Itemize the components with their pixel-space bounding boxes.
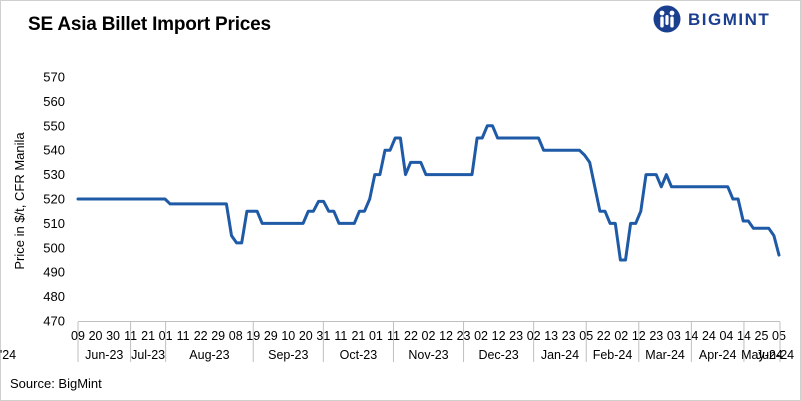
- bigmint-logo-icon: [653, 5, 681, 33]
- x-tick-label: 08: [229, 329, 243, 343]
- y-tick-label: 500: [43, 240, 65, 255]
- y-tick-label: 530: [43, 167, 65, 182]
- y-tick-label: 470: [43, 314, 65, 329]
- x-tick-label: 24: [702, 329, 716, 343]
- y-tick-label: 480: [43, 289, 65, 304]
- bigmint-logo: BIGMINT: [652, 4, 798, 34]
- y-tick-label: 550: [43, 118, 65, 133]
- x-tick-label: 11: [334, 329, 347, 343]
- x-tick-label: 12: [439, 329, 453, 343]
- series-line: [76, 124, 781, 262]
- x-tick-label: 12: [492, 329, 506, 343]
- x-month-label: Jan-24: [541, 348, 579, 362]
- x-tick-label: 01: [369, 329, 383, 343]
- x-tick-label: 02: [474, 329, 488, 343]
- x-month-label: Jul'24: [0, 348, 16, 362]
- x-month-label: May-24: [741, 348, 783, 362]
- x-month-label: Jun-24: [756, 348, 794, 362]
- x-month-label: Nov-23: [408, 348, 448, 362]
- x-month-label: Oct-23: [340, 348, 378, 362]
- y-axis-label: Price in $/t, CFR Manila: [12, 132, 27, 270]
- x-tick-label: 25: [755, 329, 769, 343]
- x-month-label: Feb-24: [593, 348, 633, 362]
- x-tick-label: 04: [719, 329, 733, 343]
- x-tick-label: 02: [614, 329, 628, 343]
- x-tick-label: 05: [772, 329, 786, 343]
- x-month-label: Sep-23: [268, 348, 308, 362]
- x-tick-label: 29: [211, 329, 225, 343]
- chart-title: SE Asia Billet Import Prices: [28, 14, 271, 35]
- x-month-label: Apr-24: [699, 348, 737, 362]
- x-axis-month-labels: Jun-23 Jul-23 Aug-23 Sep-23 Oct-23 Nov-23 Dec-…: [0, 348, 794, 362]
- y-axis-ticks: 470 480 490 500 510 520 530 540 550 560 570: [43, 70, 65, 329]
- source-note: Source: BigMint: [10, 376, 102, 391]
- x-tick-label: 23: [509, 329, 523, 343]
- y-tick-label: 570: [43, 70, 65, 85]
- x-tick-label: 30: [106, 329, 120, 343]
- y-tick-label: 520: [43, 192, 65, 207]
- y-tick-label: 540: [43, 143, 65, 158]
- x-month-label: Jun-23: [85, 348, 123, 362]
- x-tick-label: 13: [544, 329, 558, 343]
- x-month-label: Aug-23: [189, 348, 229, 362]
- x-tick-label: 21: [351, 329, 365, 343]
- x-tick-label: 02: [422, 329, 436, 343]
- x-tick-label: 29: [264, 329, 278, 343]
- x-tick-label: 11: [177, 329, 190, 343]
- x-tick-label: 22: [404, 329, 418, 343]
- y-tick-label: 510: [43, 216, 65, 231]
- logo-text: BIGMINT: [688, 10, 771, 29]
- x-tick-label: 22: [597, 329, 611, 343]
- x-tick-label: 20: [89, 329, 103, 343]
- x-tick-label: 10: [281, 329, 295, 343]
- x-tick-label: 23: [562, 329, 576, 343]
- x-month-label: Jul-23: [131, 348, 165, 362]
- x-tick-label: 22: [194, 329, 208, 343]
- x-tick-label: 23: [649, 329, 663, 343]
- x-axis-ticks: 09 20 30 11 21 01 11 22 29 08 19 29 10 20 31 11 21 01 11 22…: [71, 329, 786, 343]
- y-tick-label: 560: [43, 94, 65, 109]
- y-tick-label: 490: [43, 265, 65, 280]
- x-tick-label: 21: [141, 329, 155, 343]
- x-month-label: Dec-23: [478, 348, 518, 362]
- x-axis-month-separators: [77, 322, 781, 362]
- x-tick-label: 03: [667, 329, 681, 343]
- x-tick-label: 20: [299, 329, 313, 343]
- x-month-label: Mar-24: [645, 348, 685, 362]
